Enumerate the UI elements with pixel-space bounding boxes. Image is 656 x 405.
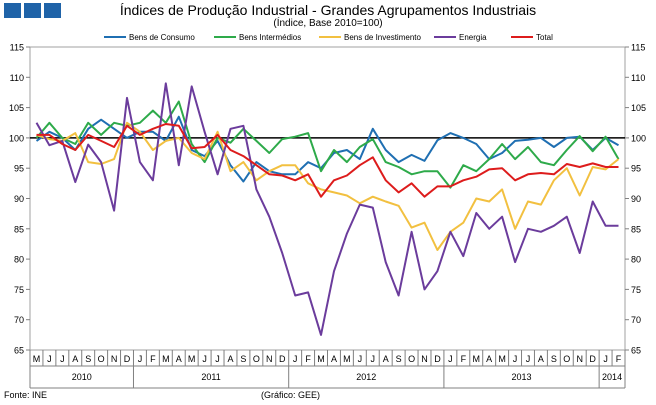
legend-label: Bens Intermédios <box>239 33 301 42</box>
x-tick-label: O <box>98 354 105 364</box>
x-tick-label: A <box>383 354 389 364</box>
x-tick-label: A <box>486 354 492 364</box>
year-label: 2013 <box>512 372 532 382</box>
x-tick-label: D <box>434 354 441 364</box>
year-label: 2010 <box>72 372 92 382</box>
y-tick-label-left: 110 <box>10 73 24 83</box>
chart-title: Índices de Produção Industrial - Grandes… <box>119 2 537 18</box>
x-tick-label: S <box>396 354 402 364</box>
source-note: Fonte: INE <box>4 390 48 400</box>
y-tick-label-left: 75 <box>14 285 24 295</box>
logo-square <box>4 3 21 18</box>
y-tick-label-left: 90 <box>14 194 24 204</box>
y-tick-label-right: 65 <box>631 346 641 356</box>
x-tick-label: F <box>461 354 467 364</box>
y-tick-label-left: 105 <box>9 103 24 113</box>
y-tick-label-right: 75 <box>631 285 641 295</box>
x-tick-label: M <box>498 354 506 364</box>
y-tick-label-right: 100 <box>631 133 646 143</box>
series-line <box>35 82 619 336</box>
y-tick-label-right: 95 <box>631 164 641 174</box>
year-label: 2012 <box>356 372 376 382</box>
y-tick-label-right: 70 <box>631 315 641 325</box>
y-tick-label-right: 90 <box>631 194 641 204</box>
y-tick-label-left: 95 <box>14 164 24 174</box>
year-label: 2014 <box>602 372 622 382</box>
legend-label: Bens de Investimento <box>344 33 421 42</box>
y-tick-label-left: 115 <box>10 43 24 53</box>
x-tick-label: J <box>138 354 143 364</box>
logo-square <box>44 3 61 18</box>
x-tick-label: S <box>551 354 557 364</box>
series-line <box>35 100 620 189</box>
x-tick-label: F <box>150 354 156 364</box>
x-tick-label: N <box>421 354 428 364</box>
x-tick-label: J <box>215 354 220 364</box>
logo-square <box>24 3 41 18</box>
y-tick-label-left: 100 <box>9 133 24 143</box>
x-tick-label: D <box>124 354 131 364</box>
y-tick-label-right: 115 <box>631 43 645 53</box>
y-tick-label-right: 110 <box>631 73 645 83</box>
x-tick-label: J <box>293 354 298 364</box>
x-tick-label: N <box>576 354 583 364</box>
x-tick-label: S <box>85 354 91 364</box>
logo <box>4 3 61 18</box>
x-tick-label: D <box>589 354 596 364</box>
x-tick-label: J <box>202 354 207 364</box>
year-label: 2011 <box>201 372 220 382</box>
y-tick-label-left: 85 <box>14 224 24 234</box>
x-tick-label: N <box>266 354 273 364</box>
x-tick-label: J <box>371 354 376 364</box>
x-tick-label: A <box>176 354 182 364</box>
x-tick-label: F <box>616 354 622 364</box>
x-tick-label: J <box>60 354 65 364</box>
y-tick-label-left: 70 <box>14 315 24 325</box>
y-tick-label-left: 65 <box>14 346 24 356</box>
y-tick-label-right: 85 <box>631 224 641 234</box>
x-tick-label: M <box>473 354 481 364</box>
x-tick-label: A <box>227 354 233 364</box>
x-tick-label: A <box>72 354 78 364</box>
y-tick-label-right: 105 <box>631 103 646 113</box>
y-tick-label-right: 80 <box>631 255 641 265</box>
x-tick-label: F <box>305 354 311 364</box>
y-tick-label-left: 80 <box>14 255 24 265</box>
x-tick-label: O <box>253 354 260 364</box>
legend-label: Energia <box>459 33 487 42</box>
series-line <box>36 123 619 198</box>
credit-note: (Gráfico: GEE) <box>261 390 321 400</box>
x-tick-label: O <box>563 354 570 364</box>
x-tick-label: D <box>279 354 286 364</box>
x-tick-label: M <box>317 354 325 364</box>
chart-subtitle: (Índice, Base 2010=100) <box>273 18 383 29</box>
x-tick-label: J <box>603 354 608 364</box>
x-tick-label: J <box>358 354 363 364</box>
x-tick-label: M <box>33 354 41 364</box>
x-tick-label: M <box>343 354 351 364</box>
x-tick-label: J <box>47 354 52 364</box>
x-tick-label: O <box>408 354 415 364</box>
x-tick-label: A <box>331 354 337 364</box>
x-tick-label: M <box>162 354 170 364</box>
x-tick-label: M <box>188 354 196 364</box>
x-tick-label: S <box>240 354 246 364</box>
x-tick-label: J <box>513 354 518 364</box>
legend-label: Bens de Consumo <box>129 33 195 42</box>
x-tick-label: J <box>448 354 453 364</box>
legend-label: Total <box>536 33 553 42</box>
series-line <box>36 121 620 251</box>
x-tick-label: J <box>526 354 531 364</box>
x-tick-label: N <box>111 354 118 364</box>
x-tick-label: A <box>538 354 544 364</box>
